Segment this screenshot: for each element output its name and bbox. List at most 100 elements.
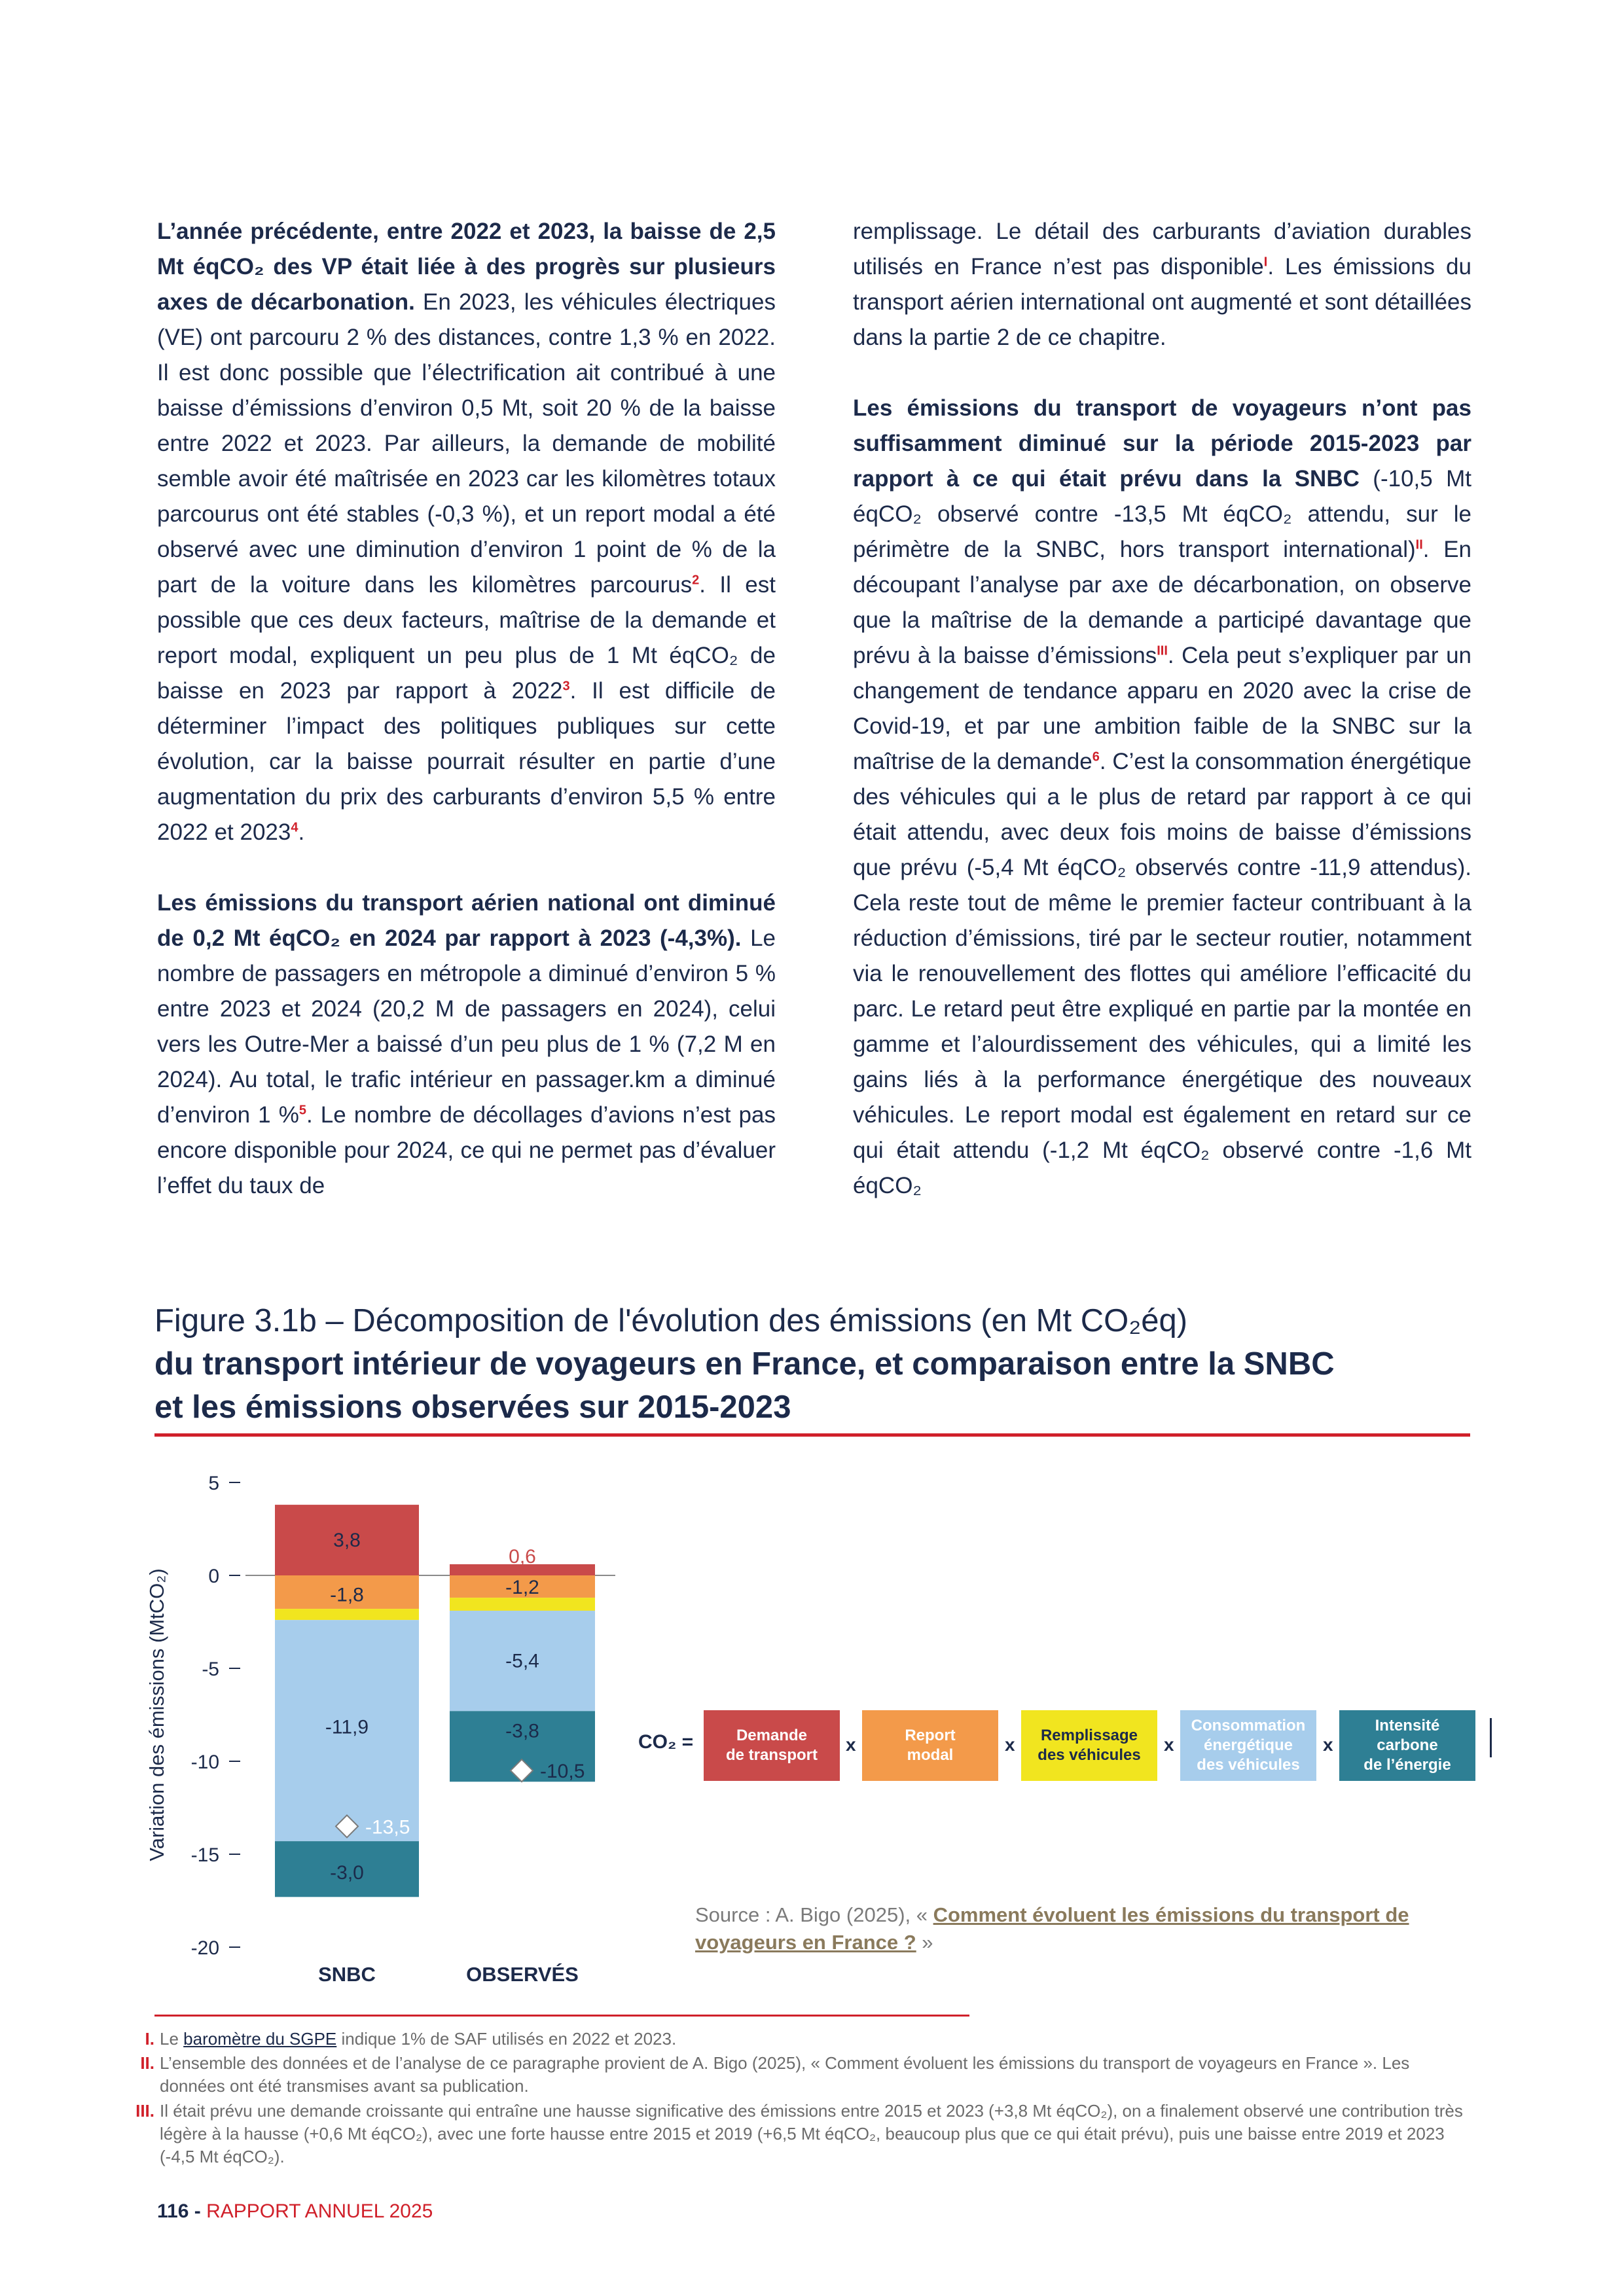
paragraph-remplissage: remplissage. Le détail des carburants d’…: [853, 214, 1471, 355]
total-label: -10,5: [540, 1761, 585, 1782]
data-label-intensite: -3,0: [330, 1862, 364, 1884]
source-suffix: »: [916, 1931, 933, 1954]
bar-segment-remplissage: [450, 1598, 595, 1611]
page-footer: 116 - RAPPORT ANNUEL 2025: [157, 2200, 433, 2223]
equation-divider: [1490, 1718, 1492, 1757]
y-axis-label: Variation des émissions (MtCO₂): [145, 1568, 168, 1861]
bar-segment-intensite: [275, 1841, 419, 1897]
footnote-ref[interactable]: 6: [1092, 749, 1100, 764]
barometre-link[interactable]: baromètre du SGPE: [183, 2029, 337, 2049]
y-tick-label: -20: [191, 1937, 219, 1959]
bar-segment-demande: [275, 1505, 419, 1575]
report-name: RAPPORT ANNUEL 2025: [200, 2200, 433, 2222]
text: Il était prévu une demande croissante qu…: [160, 2101, 1463, 2166]
bar-segment-demande: [450, 1564, 595, 1575]
factor-label: Demande: [736, 1727, 808, 1744]
figure-source: Source : A. Bigo (2025), « Comment évolu…: [695, 1901, 1481, 1956]
source-link[interactable]: Comment évoluent les émissions du transp…: [695, 1903, 1409, 1954]
bar-segment-report: [275, 1575, 419, 1609]
text: . Les émissions du transport aérien inte…: [853, 254, 1471, 350]
text: . Il est possible que ces deux facteurs,…: [157, 572, 776, 704]
total-label: -13,5: [365, 1816, 410, 1838]
text: . Il est difficile de déterminer l’impac…: [157, 678, 776, 845]
text: (-10,5 Mt éqCO₂ observé contre -13,5 Mt …: [853, 466, 1471, 562]
total-marker: [509, 1758, 534, 1783]
text: . C’est la consommation énergétique des …: [853, 749, 1471, 1198]
factor-box: Consommation énergétique des véhicules: [1180, 1710, 1316, 1781]
footnote-number: III.: [135, 2101, 154, 2121]
text: . Cela peut s’expliquer par un changemen…: [853, 643, 1471, 774]
footnotes-rule: [154, 2015, 969, 2017]
data-label-consommation: -5,4: [505, 1651, 539, 1672]
y-tick-label: 0: [208, 1566, 219, 1587]
bar-segment-consommation: [450, 1610, 595, 1712]
text: Le nombre de passagers en métropole a di…: [157, 925, 776, 1128]
multiply-sign: x: [1323, 1734, 1333, 1755]
data-label-demande: 3,8: [333, 1530, 361, 1551]
text: L’ensemble des données et de l’analyse d…: [160, 2053, 1410, 2096]
footnote-number: II.: [140, 2053, 154, 2073]
footnote-ref[interactable]: 5: [298, 1103, 306, 1118]
figure-title-rule: [154, 1433, 1470, 1437]
paragraph-voyageurs-snbc: Les émissions du transport de voyageurs …: [853, 391, 1471, 1204]
text: indique 1% de SAF utilisés en 2022 et 20…: [336, 2029, 677, 2049]
category-label: SNBC: [318, 1963, 376, 1986]
left-column: L’année précédente, entre 2022 et 2023, …: [157, 214, 776, 1239]
data-label-demande: 0,6: [509, 1546, 536, 1568]
right-column: remplissage. Le détail des carburants d’…: [853, 214, 1471, 1239]
y-tick-label: -10: [191, 1751, 219, 1773]
bold-lead: Les émissions du transport aérien nation…: [157, 890, 776, 951]
bar-segment-report: [450, 1575, 595, 1598]
text: . Le nombre de décollages d’avions n’est…: [157, 1102, 776, 1198]
y-tick-label: 5: [208, 1473, 219, 1494]
y-tick-label: -5: [202, 1659, 219, 1680]
text: . En découpant l’analyse par axe de déca…: [853, 537, 1472, 668]
bold-lead: L’année précédente, entre 2022 et 2023, …: [157, 219, 776, 315]
factor-box: Report modal: [862, 1710, 998, 1781]
footnote-ref[interactable]: III: [1157, 643, 1168, 658]
factor-label: carbone: [1377, 1736, 1438, 1754]
factor-label: Consommation: [1191, 1717, 1306, 1734]
paragraph-vp-decarbonation: L’année précédente, entre 2022 et 2023, …: [157, 214, 776, 850]
factor-label: Remplissage: [1040, 1727, 1138, 1744]
footnote-ref[interactable]: 3: [562, 679, 570, 694]
text: Le: [160, 2029, 184, 2049]
footnote-ref[interactable]: II: [1415, 537, 1423, 552]
data-label-intensite: -3,8: [505, 1720, 539, 1742]
paragraph-aerien-national: Les émissions du transport aérien nation…: [157, 886, 776, 1204]
data-label-report: -1,8: [330, 1585, 364, 1606]
data-label-report: -1,2: [505, 1577, 539, 1598]
footnote-II: II. L’ensemble des données et de l’analys…: [131, 2052, 1473, 2098]
factor-box: Remplissage des véhicules: [1021, 1710, 1157, 1781]
bar-segment-consommation: [275, 1620, 419, 1842]
category-label: OBSERVÉS: [466, 1963, 579, 1986]
stacked-bar-chart: 5 0 -5 -10 -15 -20 Variation des émissions (Mt…: [145, 1473, 615, 1986]
footnote-number: I.: [145, 2029, 154, 2049]
footnote-ref[interactable]: 4: [291, 820, 298, 835]
text: .: [298, 819, 305, 845]
bold-lead: Les émissions du transport de voyageurs …: [853, 395, 1471, 492]
data-label-consommation: -11,9: [325, 1716, 369, 1738]
figure-title: Figure 3.1b – Décomposition de l'évoluti…: [154, 1299, 1464, 1429]
footnote-ref[interactable]: 2: [692, 573, 700, 588]
multiply-sign: x: [1164, 1734, 1174, 1755]
y-tick-label: -15: [191, 1844, 219, 1866]
text: remplissage. Le détail des carburants d’…: [853, 219, 1471, 279]
footnote-ref[interactable]: I: [1263, 255, 1268, 270]
factor-label: des véhicules: [1038, 1746, 1141, 1764]
factor-label: énergétique: [1203, 1736, 1293, 1754]
figure-title-line-1: Figure 3.1b – Décomposition de l'évoluti…: [154, 1303, 1188, 1338]
footnote-I: I. Le baromètre du SGPE indique 1% de SAF…: [131, 2028, 1473, 2051]
total-marker: [334, 1814, 359, 1839]
factor-label: des véhicules: [1197, 1756, 1300, 1774]
factor-label: de l’énergie: [1363, 1756, 1451, 1774]
bar-segment-remplissage: [275, 1609, 419, 1621]
equation-lhs: CO₂ =: [638, 1731, 694, 1753]
figure-title-line-3: et les émissions observées sur 2015-2023: [154, 1390, 791, 1425]
factor-label: Intensité: [1375, 1717, 1440, 1734]
text: En 2023, les véhicules électriques (VE) …: [157, 289, 776, 598]
factor-label: modal: [907, 1746, 954, 1764]
factor-label: de transport: [725, 1746, 818, 1764]
multiply-sign: x: [846, 1734, 856, 1755]
factor-box: Demande de transport: [704, 1710, 840, 1781]
